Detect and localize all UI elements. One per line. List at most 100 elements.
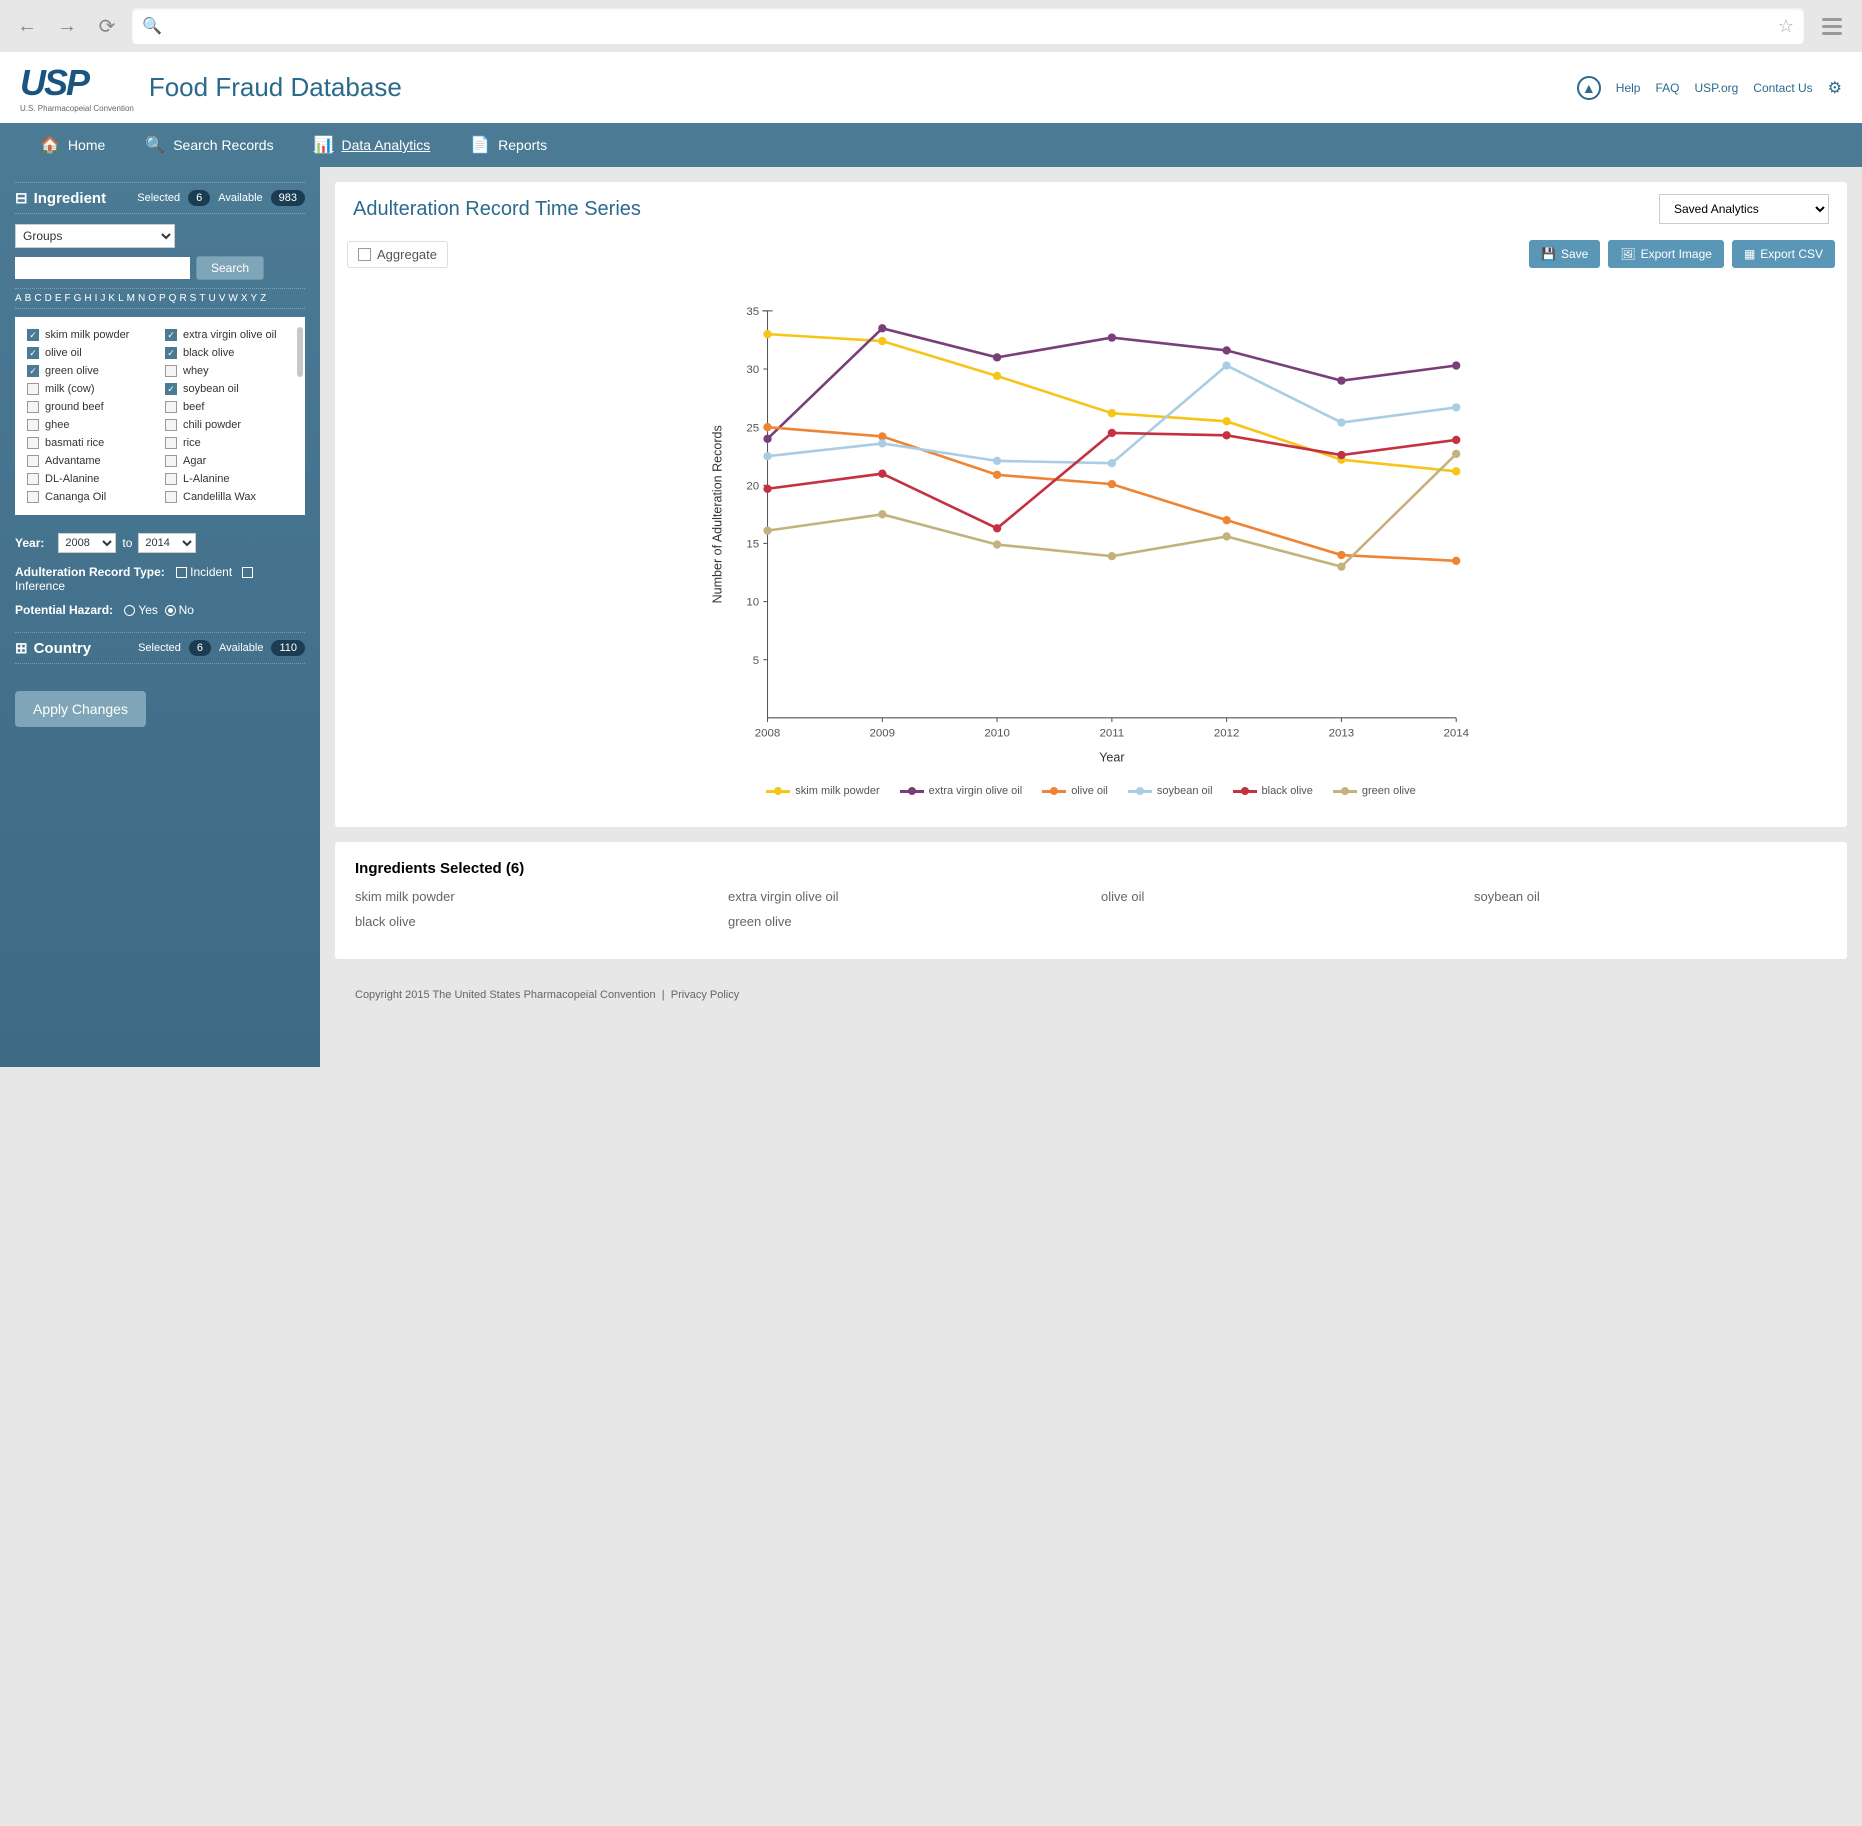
hazard-label: Potential Hazard: bbox=[15, 603, 113, 617]
ingredient-item[interactable]: Cananga Oil bbox=[27, 491, 155, 503]
alpha-Q[interactable]: Q bbox=[169, 293, 177, 304]
alpha-D[interactable]: D bbox=[45, 293, 52, 304]
help-link[interactable]: Help bbox=[1616, 81, 1641, 95]
contact-link[interactable]: Contact Us bbox=[1753, 81, 1812, 95]
bookmark-icon[interactable]: ☆ bbox=[1778, 16, 1794, 37]
inference-checkbox[interactable] bbox=[242, 567, 253, 578]
svg-text:5: 5 bbox=[753, 655, 759, 667]
country-title[interactable]: ⊞Country bbox=[15, 639, 91, 657]
hazard-no-radio[interactable] bbox=[165, 605, 176, 616]
alpha-W[interactable]: W bbox=[228, 293, 237, 304]
ingredient-item[interactable]: L-Alanine bbox=[165, 473, 293, 485]
ingredient-item[interactable]: ✓olive oil bbox=[27, 347, 155, 359]
ingredient-item[interactable]: Candelilla Wax bbox=[165, 491, 293, 503]
ingredient-item[interactable]: ground beef bbox=[27, 401, 155, 413]
alpha-C[interactable]: C bbox=[34, 293, 41, 304]
nav-home[interactable]: 🏠Home bbox=[20, 123, 125, 167]
gear-icon[interactable]: ⚙ bbox=[1828, 78, 1842, 98]
alpha-Y[interactable]: Y bbox=[250, 293, 257, 304]
ingredient-item[interactable]: ✓skim milk powder bbox=[27, 329, 155, 341]
svg-text:2008: 2008 bbox=[755, 728, 781, 740]
ingredient-label: extra virgin olive oil bbox=[183, 329, 277, 341]
legend-item[interactable]: olive oil bbox=[1042, 785, 1108, 797]
ingredient-item[interactable]: Agar bbox=[165, 455, 293, 467]
up-icon[interactable]: ▲ bbox=[1577, 76, 1601, 100]
privacy-link[interactable]: Privacy Policy bbox=[671, 989, 739, 1001]
alpha-Z[interactable]: Z bbox=[260, 293, 266, 304]
alpha-M[interactable]: M bbox=[127, 293, 135, 304]
saved-analytics-select[interactable]: Saved Analytics bbox=[1659, 194, 1829, 224]
country-selected-count: 6 bbox=[189, 640, 211, 656]
checkbox-icon: ✓ bbox=[27, 347, 39, 359]
nav-data-analytics[interactable]: 📊Data Analytics bbox=[294, 123, 451, 167]
hazard-yes-radio[interactable] bbox=[124, 605, 135, 616]
alpha-R[interactable]: R bbox=[179, 293, 186, 304]
reload-button[interactable]: ⟳ bbox=[92, 11, 122, 41]
alpha-A[interactable]: A bbox=[15, 293, 22, 304]
nav-search-records[interactable]: 🔍Search Records bbox=[125, 123, 293, 167]
selected-item: soybean oil bbox=[1474, 889, 1827, 904]
alpha-O[interactable]: O bbox=[148, 293, 156, 304]
ingredient-item[interactable]: ✓black olive bbox=[165, 347, 293, 359]
ingredient-item[interactable]: basmati rice bbox=[27, 437, 155, 449]
ingredient-item[interactable]: Advantame bbox=[27, 455, 155, 467]
ingredient-item[interactable]: ✓soybean oil bbox=[165, 383, 293, 395]
alpha-P[interactable]: P bbox=[159, 293, 166, 304]
ingredient-item[interactable]: ✓ extra virgin olive oil bbox=[165, 329, 293, 341]
logo[interactable]: USP U.S. Pharmacopeial Convention bbox=[20, 62, 134, 113]
ingredient-item[interactable]: ✓green olive bbox=[27, 365, 155, 377]
alpha-G[interactable]: G bbox=[74, 293, 82, 304]
faq-link[interactable]: FAQ bbox=[1655, 81, 1679, 95]
usporg-link[interactable]: USP.org bbox=[1694, 81, 1738, 95]
site-title: Food Fraud Database bbox=[149, 72, 402, 103]
apply-changes-button[interactable]: Apply Changes bbox=[15, 691, 146, 727]
ingredient-item[interactable]: DL-Alanine bbox=[27, 473, 155, 485]
browser-menu-button[interactable] bbox=[1814, 8, 1850, 44]
legend-swatch bbox=[766, 790, 790, 793]
aggregate-checkbox[interactable]: Aggregate bbox=[347, 241, 448, 268]
url-bar[interactable]: 🔍 ☆ bbox=[132, 8, 1804, 44]
legend-item[interactable]: soybean oil bbox=[1128, 785, 1213, 797]
ingredient-item[interactable]: milk (cow) bbox=[27, 383, 155, 395]
legend-item[interactable]: green olive bbox=[1333, 785, 1416, 797]
alpha-K[interactable]: K bbox=[108, 293, 115, 304]
ingredient-search-input[interactable] bbox=[15, 257, 190, 279]
ingredient-label: rice bbox=[183, 437, 201, 449]
legend-item[interactable]: extra virgin olive oil bbox=[900, 785, 1023, 797]
alpha-U[interactable]: U bbox=[208, 293, 215, 304]
alpha-J[interactable]: J bbox=[100, 293, 105, 304]
forward-button[interactable]: → bbox=[52, 11, 82, 41]
selected-title: Ingredients Selected (6) bbox=[355, 860, 1827, 877]
ingredient-search-button[interactable]: Search bbox=[196, 256, 264, 280]
nav-reports[interactable]: 📄Reports bbox=[450, 123, 567, 167]
groups-select[interactable]: Groups bbox=[15, 224, 175, 248]
legend-item[interactable]: black olive bbox=[1233, 785, 1313, 797]
alpha-I[interactable]: I bbox=[95, 293, 98, 304]
export-image-button[interactable]: 🖼Export Image bbox=[1608, 240, 1724, 268]
back-button[interactable]: ← bbox=[12, 11, 42, 41]
incident-checkbox[interactable] bbox=[176, 567, 187, 578]
alpha-T[interactable]: T bbox=[199, 293, 205, 304]
alpha-N[interactable]: N bbox=[138, 293, 145, 304]
ingredient-item[interactable]: beef bbox=[165, 401, 293, 413]
legend-item[interactable]: skim milk powder bbox=[766, 785, 879, 797]
ingredient-item[interactable]: ghee bbox=[27, 419, 155, 431]
year-to-select[interactable]: 2014 bbox=[138, 533, 196, 553]
alpha-S[interactable]: S bbox=[190, 293, 197, 304]
year-from-select[interactable]: 2008 bbox=[58, 533, 116, 553]
export-csv-button[interactable]: ▦Export CSV bbox=[1732, 240, 1835, 268]
save-button[interactable]: 💾Save bbox=[1529, 240, 1600, 268]
alpha-V[interactable]: V bbox=[219, 293, 226, 304]
alpha-F[interactable]: F bbox=[64, 293, 70, 304]
alpha-B[interactable]: B bbox=[25, 293, 32, 304]
scrollbar-thumb[interactable] bbox=[297, 327, 303, 377]
alpha-H[interactable]: H bbox=[84, 293, 91, 304]
ingredient-item[interactable]: chili powder bbox=[165, 419, 293, 431]
ingredient-title[interactable]: ⊟Ingredient bbox=[15, 189, 106, 207]
ingredient-item[interactable]: whey bbox=[165, 365, 293, 377]
alpha-E[interactable]: E bbox=[55, 293, 62, 304]
checkbox-icon: ✓ bbox=[165, 329, 177, 341]
alpha-X[interactable]: X bbox=[241, 293, 248, 304]
alpha-L[interactable]: L bbox=[118, 293, 124, 304]
ingredient-item[interactable]: rice bbox=[165, 437, 293, 449]
